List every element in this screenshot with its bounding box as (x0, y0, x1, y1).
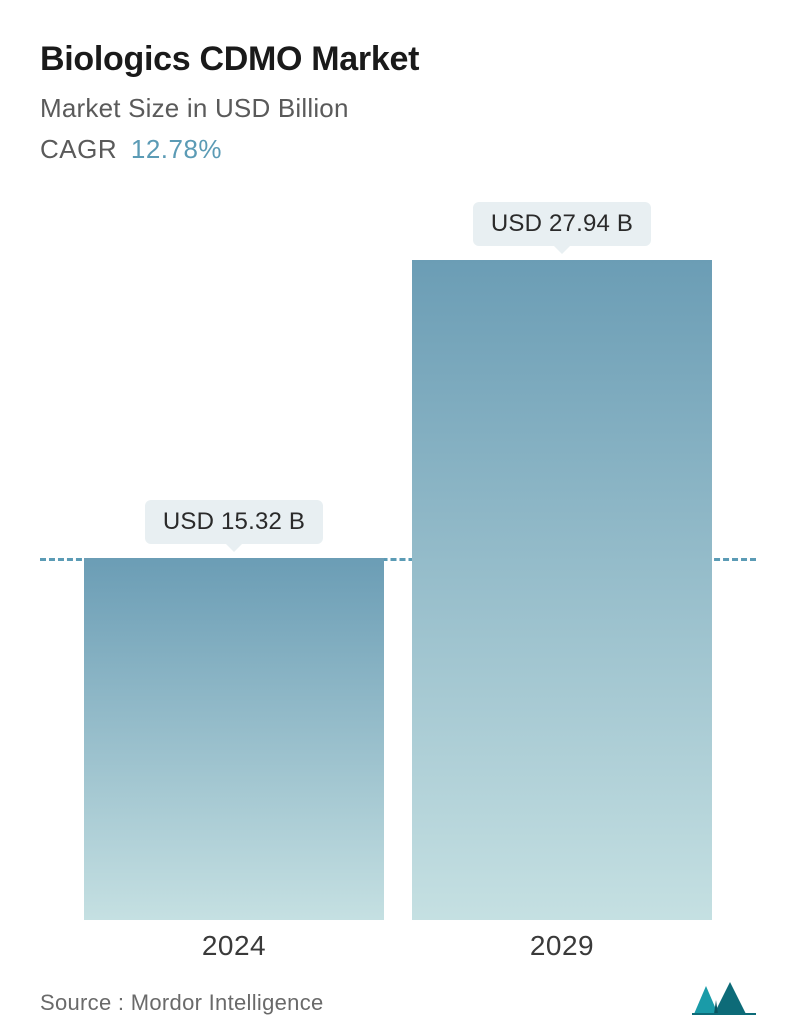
chart-title: Biologics CDMO Market (40, 40, 756, 79)
chart-subtitle: Market Size in USD Billion (40, 93, 756, 124)
value-label: USD 27.94 B (473, 202, 651, 246)
cagr-line: CAGR 12.78% (40, 134, 756, 165)
cagr-label: CAGR (40, 134, 117, 164)
x-label: 2029 (412, 930, 712, 962)
bar (412, 260, 712, 920)
bar-group-0: USD 15.32 B (84, 500, 384, 920)
mordor-logo-icon (692, 980, 756, 1016)
bar (84, 558, 384, 920)
chart-card: Biologics CDMO Market Market Size in USD… (0, 0, 796, 1034)
chart-footer: Source : Mordor Intelligence (40, 980, 756, 1016)
value-label: USD 15.32 B (145, 500, 323, 544)
source-text: Source : Mordor Intelligence (40, 990, 324, 1016)
chart-plot-area: USD 15.32 B USD 27.94 B (40, 200, 756, 920)
cagr-value: 12.78% (131, 134, 222, 164)
x-axis-labels: 2024 2029 (40, 930, 756, 962)
bar-group-1: USD 27.94 B (412, 202, 712, 920)
x-label: 2024 (84, 930, 384, 962)
